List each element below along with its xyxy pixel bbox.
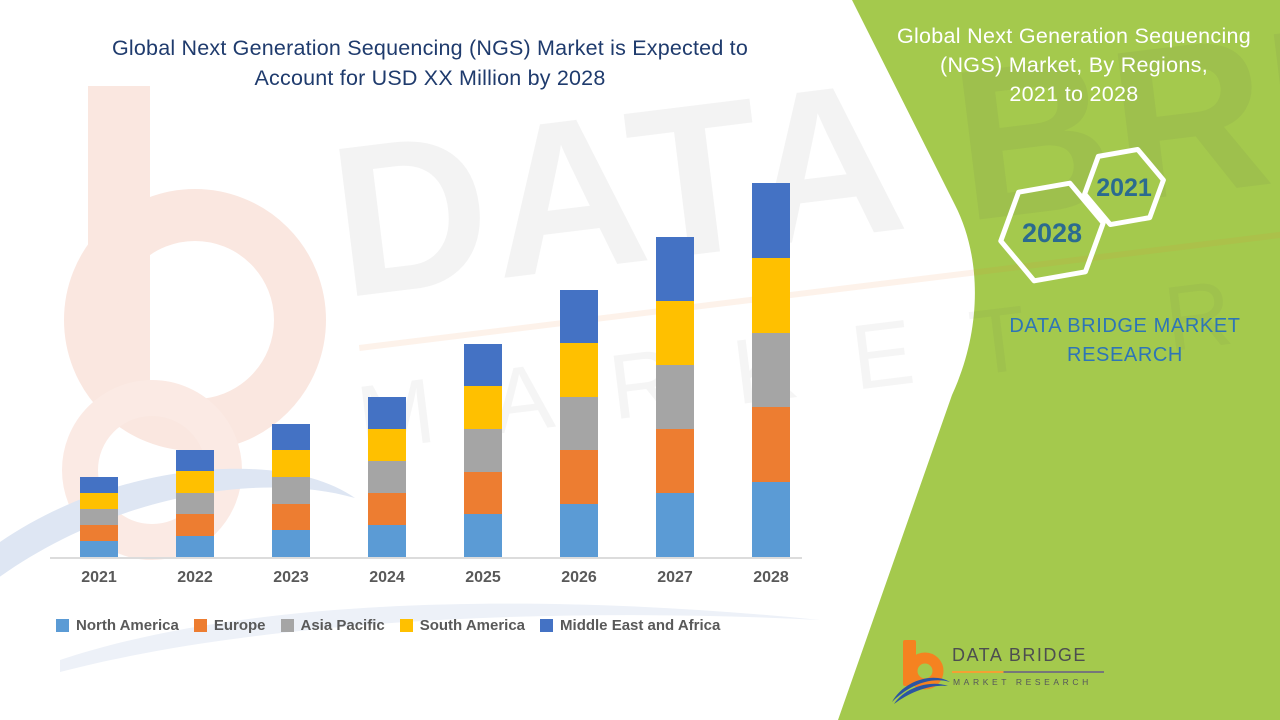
bar-segment-north-america-2028 (752, 482, 790, 557)
brand-name-text: DATA BRIDGE MARKET RESEARCH (955, 312, 1280, 370)
dbmr-logo-subtitle: MARKET RESEARCH (953, 677, 1092, 687)
x-axis-label-2027: 2027 (657, 569, 693, 586)
legend-swatch-icon (540, 619, 554, 632)
x-axis-label-2025: 2025 (465, 569, 501, 586)
bar-segment-europe-2023 (272, 503, 310, 531)
legend-label: North America (76, 617, 179, 634)
brand-name-line2: RESEARCH (1067, 344, 1183, 366)
side-panel-title: Global Next Generation Sequencing (NGS) … (868, 22, 1280, 109)
x-axis-label-2022: 2022 (177, 569, 213, 586)
bar-segment-north-america-2025 (464, 514, 502, 557)
stacked-bar-2023 (272, 423, 310, 557)
legend-swatch-icon (280, 619, 294, 632)
bar-segment-south-america-2024 (368, 429, 406, 461)
hexagon-2021-label: 2021 (1096, 174, 1152, 202)
bar-segment-middle-east-and-africa-2025 (464, 343, 502, 387)
bar-segment-asia-pacific-2022 (176, 492, 214, 515)
legend-item-asia-pacific: Asia Pacific (280, 617, 385, 634)
legend-swatch-icon (193, 619, 207, 632)
bar-segment-north-america-2023 (272, 530, 310, 557)
stacked-bar-2024 (368, 397, 406, 557)
stacked-bar-2026 (560, 290, 598, 557)
bar-segment-south-america-2023 (272, 450, 310, 477)
bar-segment-middle-east-and-africa-2026 (560, 290, 598, 344)
hexagon-2021-icon (1082, 146, 1166, 228)
bar-segment-middle-east-and-africa-2024 (368, 397, 406, 429)
dbmr-logo-name: DATA BRIDGE (952, 645, 1087, 665)
bar-segment-europe-2024 (368, 493, 406, 525)
stacked-bar-2028 (752, 183, 790, 557)
side-panel-title-line3: 2021 to 2028 (1009, 82, 1139, 106)
bar-segment-south-america-2022 (176, 471, 214, 493)
legend-label: Middle East and Africa (560, 617, 721, 634)
bar-segment-north-america-2026 (560, 503, 598, 557)
bar-segment-south-america-2021 (80, 493, 118, 509)
legend-item-north-america: North America (56, 617, 179, 634)
bar-segment-north-america-2024 (368, 525, 406, 557)
chart-title-line1: Global Next Generation Sequencing (NGS) … (111, 36, 748, 60)
legend-swatch-icon (399, 619, 413, 632)
legend-item-europe: Europe (193, 617, 266, 634)
bar-segment-north-america-2022 (176, 535, 214, 557)
x-axis-label-2021: 2021 (81, 569, 117, 586)
bar-segment-europe-2027 (656, 428, 694, 493)
dbmr-logo: DATA BRIDGE MARKET RESEARCH (890, 634, 1120, 710)
bar-segment-europe-2025 (464, 471, 502, 515)
bar-segment-south-america-2025 (464, 386, 502, 429)
chart-legend: North America Europe Asia Pacific South Ame… (56, 617, 720, 634)
chart-title-line2: Account for USD XX Million by 2028 (254, 66, 606, 90)
bar-segment-north-america-2027 (656, 492, 694, 557)
hexagon-2028-label: 2028 (1022, 218, 1082, 248)
bar-segment-middle-east-and-africa-2022 (176, 450, 214, 472)
x-axis-label-2024: 2024 (369, 569, 405, 586)
bar-segment-asia-pacific-2024 (368, 461, 406, 493)
bar-segment-europe-2021 (80, 525, 118, 541)
bar-segment-south-america-2028 (752, 257, 790, 333)
bar-chart-plot-area: 2021 2022 2023 2024 2025 2026 2027 2028 (50, 178, 802, 586)
bar-segment-europe-2026 (560, 450, 598, 504)
chart-title: Global Next Generation Sequencing (NGS) … (40, 33, 820, 93)
bar-segment-middle-east-and-africa-2023 (272, 423, 310, 451)
legend-item-middle-east-and-africa: Middle East and Africa (540, 617, 720, 634)
legend-label: Asia Pacific (300, 617, 385, 634)
bar-segment-europe-2028 (752, 407, 790, 483)
bar-segment-asia-pacific-2025 (464, 428, 502, 472)
dbmr-logo-icon (892, 640, 950, 704)
bar-segment-middle-east-and-africa-2021 (80, 477, 118, 493)
side-panel-title-line2: (NGS) Market, By Regions, (940, 53, 1208, 77)
side-panel-title-line1: Global Next Generation Sequencing (896, 24, 1252, 48)
stacked-bar-2025 (464, 343, 502, 557)
dbmr-logo-rule (952, 671, 1104, 673)
bar-segment-middle-east-and-africa-2028 (752, 183, 790, 258)
stacked-bar-2021 (80, 477, 118, 557)
bar-segment-asia-pacific-2026 (560, 396, 598, 451)
bar-segment-europe-2022 (176, 514, 214, 536)
legend-swatch-icon (56, 619, 69, 632)
stacked-bar-2027 (656, 236, 694, 557)
bar-segment-asia-pacific-2023 (272, 476, 310, 504)
bar-segment-middle-east-and-africa-2027 (656, 236, 694, 301)
bar-segment-asia-pacific-2027 (656, 364, 694, 429)
hexagon-2028-icon (998, 180, 1106, 284)
x-axis-label-2023: 2023 (273, 569, 309, 586)
brand-name-line1: DATA BRIDGE MARKET (1009, 315, 1241, 337)
x-axis-label-2026: 2026 (561, 569, 597, 586)
x-axis-label-2028: 2028 (753, 569, 789, 586)
hexagon-badges: 2021 2028 (998, 146, 1166, 284)
bar-segment-asia-pacific-2021 (80, 509, 118, 525)
legend-label: South America (419, 617, 526, 634)
bar-segment-north-america-2021 (80, 541, 118, 557)
bar-segment-south-america-2026 (560, 343, 598, 397)
bar-segment-south-america-2027 (656, 300, 694, 365)
bar-segment-asia-pacific-2028 (752, 332, 790, 408)
stacked-bar-2022 (176, 450, 214, 557)
legend-item-south-america: South America (399, 617, 526, 634)
legend-label: Europe (213, 617, 266, 634)
